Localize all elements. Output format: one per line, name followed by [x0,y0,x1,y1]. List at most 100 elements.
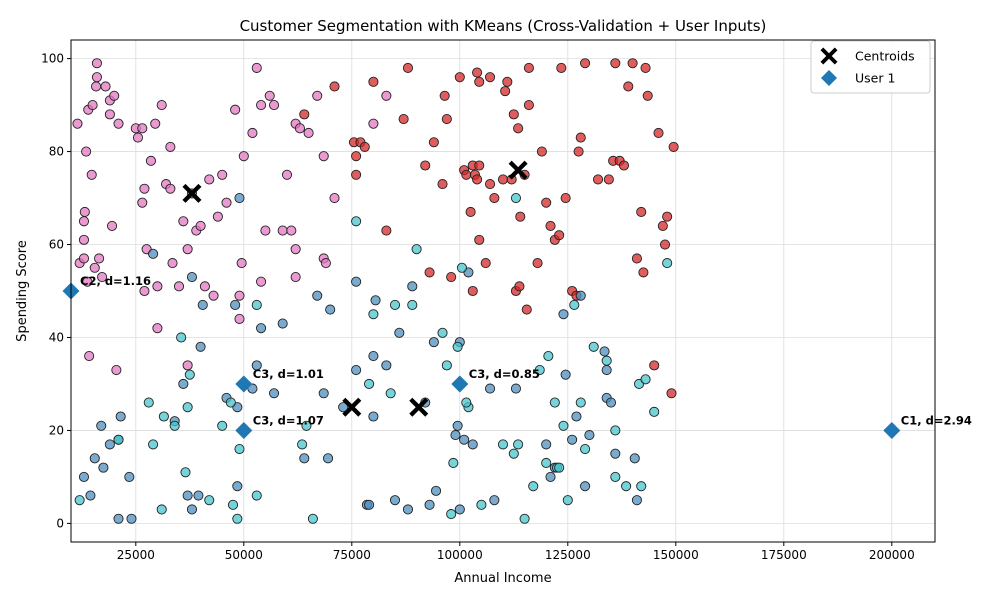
cluster-1-point [638,267,649,278]
cluster-1-point [474,160,485,171]
y-axis-label: Spending Score [15,240,30,342]
cluster-3-point [143,397,154,408]
cluster-2-point [351,276,362,287]
cluster-0-point [247,127,258,139]
cluster-1-point [489,192,500,204]
x-tick-label: 175000 [761,548,807,562]
cluster-1-point [541,197,552,208]
cluster-1-point [657,220,668,231]
chart-title: Customer Segmentation with KMeans (Cross… [240,17,767,35]
cluster-0-point [89,262,100,273]
cluster-2-point [629,453,640,464]
cluster-0-point [268,100,280,111]
x-axis-label: Annual Income [454,571,551,586]
cluster-3-point [575,397,586,408]
cluster-0-point [145,155,156,166]
cluster-1-point [437,179,448,190]
cluster-0-point [221,197,232,208]
user-annotations: C2, d=1.16 C3, d=1.01 C3, d=1.07 C3, d=0.85… [80,274,972,427]
cluster-0-point [137,197,148,208]
cluster-0-point [137,123,148,134]
cluster-3-point [549,397,560,408]
cluster-3-point [364,378,375,390]
cluster-3-point [251,299,262,310]
cluster-3-point [662,258,673,269]
cluster-3-point [297,439,308,450]
user-point-marker [451,375,469,393]
cluster-2-point [247,383,258,394]
cluster-3-point [621,481,632,492]
cluster-1-point [623,81,634,92]
cluster-3-point [251,490,262,501]
cluster-0-point [182,244,193,255]
cluster-0-point [150,118,161,129]
cluster-2-point [605,397,617,408]
legend-items: Centroids User 1 [820,47,915,86]
cluster-3-point [476,499,487,510]
x-tick-label: 75000 [333,548,371,562]
cluster-3-point [580,443,591,455]
centroid-marker [342,397,362,417]
cluster-0-point [104,109,115,120]
cluster-3-point [301,420,312,431]
user-point-marker [883,421,901,439]
cluster-1-point [368,76,379,87]
grid [71,40,935,542]
cluster-1-point [554,230,565,241]
cluster-1-point [592,174,604,185]
cluster-3-point [510,192,522,204]
cluster-1-point [631,253,642,264]
cluster-0-point [256,276,267,287]
cluster-2-point [580,481,591,492]
cluster-3-point [74,495,85,506]
cluster-2-point [197,299,208,310]
cluster-1-point [523,62,534,73]
cluster-3-point [169,420,180,431]
cluster-2-point [148,248,159,259]
cluster-3-point [227,499,239,510]
cluster-1-point [560,192,571,204]
cluster-1-point [536,146,547,157]
cluster-2-point [299,453,310,464]
cluster-1-point [513,123,524,134]
cluster-0-point [106,220,118,231]
cluster-3-point [452,341,463,352]
cluster-0-point [381,90,392,101]
cluster-1-point [653,127,664,139]
cluster-2-point [234,192,245,204]
cluster-0-point [234,290,245,301]
cluster-1-point [636,206,647,218]
cluster-2-point [338,402,349,413]
cluster-1-point [465,206,476,218]
cluster-2-point [113,513,124,524]
cluster-2-point [467,439,478,450]
y-tick-label: 80 [49,145,64,159]
centroid-marker [508,160,528,180]
cluster-2-point [182,490,193,501]
legend-centroid-icon [820,47,838,65]
cluster-0-point [178,216,189,227]
cluster-1-point [424,267,435,278]
cluster-2-point [325,304,336,315]
cluster-0-point [368,118,379,129]
cluster-0-point [87,100,98,111]
cluster-1-point [474,234,485,245]
plot-frame [70,39,936,543]
cluster-1-point [329,81,340,92]
cluster-0-point [113,118,124,129]
cluster-1-point [666,388,677,399]
y-axis-ticks: 0 20 40 60 80 100 [41,52,71,530]
cluster-1-point [640,62,651,73]
cluster-2-point [450,430,461,441]
cluster-3-point [649,406,660,417]
cluster-1-point [428,137,439,148]
user-point-annotation: C1, d=2.94 [901,413,972,427]
centroid-marker [182,183,202,203]
cluster-1-point [441,113,452,125]
cluster-1-point [351,169,362,180]
cluster-3-point [456,262,468,273]
cluster-3-point [176,332,187,343]
cluster-2-point [318,388,329,399]
cluster-0-point [294,123,306,134]
cluster-0-point [132,132,144,143]
